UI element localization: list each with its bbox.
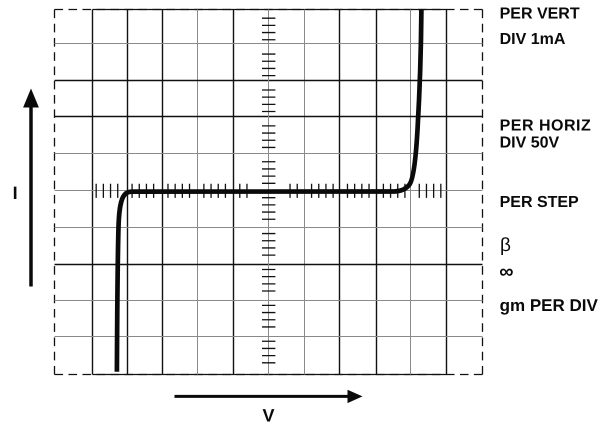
svg-text:PER STEP: PER STEP [500, 194, 579, 211]
svg-text:V: V [263, 405, 275, 425]
svg-text:PER VERT: PER VERT [500, 6, 580, 23]
svg-text:PER HORIZ: PER HORIZ [500, 117, 592, 134]
svg-text:I: I [13, 183, 18, 203]
svg-text:gm PER DIV: gm PER DIV [500, 296, 599, 315]
svg-text:DIV 50V: DIV 50V [500, 135, 560, 152]
svg-text:∞: ∞ [499, 261, 513, 283]
svg-text:DIV 1mA: DIV 1mA [500, 31, 566, 48]
svg-text:β: β [500, 235, 511, 256]
